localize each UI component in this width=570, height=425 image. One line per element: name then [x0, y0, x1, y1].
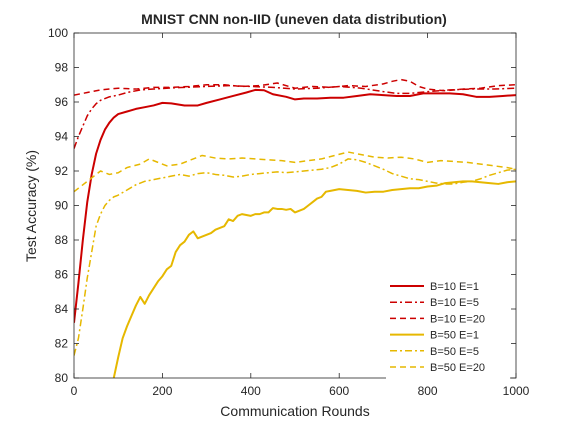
series-line-6: [74, 151, 516, 193]
y-tick-label: 90: [55, 199, 69, 213]
x-tick-label: 800: [418, 384, 438, 398]
legend-label-1: B=10 E=1: [430, 281, 479, 293]
y-tick-label: 82: [55, 337, 69, 351]
x-tick-label: 1000: [503, 384, 530, 398]
series-line-1: [74, 88, 516, 323]
series-line-5: [74, 158, 516, 356]
y-tick-label: 96: [55, 95, 69, 109]
y-tick-label: 92: [55, 164, 69, 178]
y-axis-label: Test Accuracy (%): [23, 150, 39, 262]
legend-label-2: B=10 E=5: [430, 297, 479, 309]
legend-label-4: B=50 E=1: [430, 330, 479, 342]
legend-label-6: B=50 E=20: [430, 362, 485, 374]
x-tick-label: 400: [241, 384, 261, 398]
y-tick-label: 88: [55, 233, 69, 247]
series-line-4: [112, 180, 516, 378]
x-tick-label: 0: [71, 384, 78, 398]
series-line-3: [74, 78, 516, 96]
y-tick-label: 80: [55, 371, 69, 385]
y-tick-label: 86: [55, 268, 69, 282]
y-tick-label: 100: [48, 26, 68, 40]
y-tick-label: 94: [55, 130, 69, 144]
legend-label-3: B=10 E=20: [430, 313, 485, 325]
series-line-2: [74, 84, 516, 149]
axes-layer: 0 200 400 600 800 1000 80 82 84 86 88 90 92 94 96 98 100: [48, 26, 530, 398]
y-tick-label: 98: [55, 61, 69, 75]
x-axis-label: Communication Rounds: [220, 403, 369, 419]
legend-label-5: B=50 E=5: [430, 346, 479, 358]
y-tick-label: 84: [55, 302, 69, 316]
chart-title: MNIST CNN non-IID (uneven data distribut…: [141, 11, 447, 27]
x-tick-label: 200: [152, 384, 172, 398]
legend: B=10 E=1 B=10 E=5 B=10 E=20 B=50 E=1 B=50 E=…: [386, 274, 510, 382]
x-tick-label: 600: [329, 384, 349, 398]
series-layer: [74, 78, 516, 378]
legend-box: [386, 274, 510, 382]
